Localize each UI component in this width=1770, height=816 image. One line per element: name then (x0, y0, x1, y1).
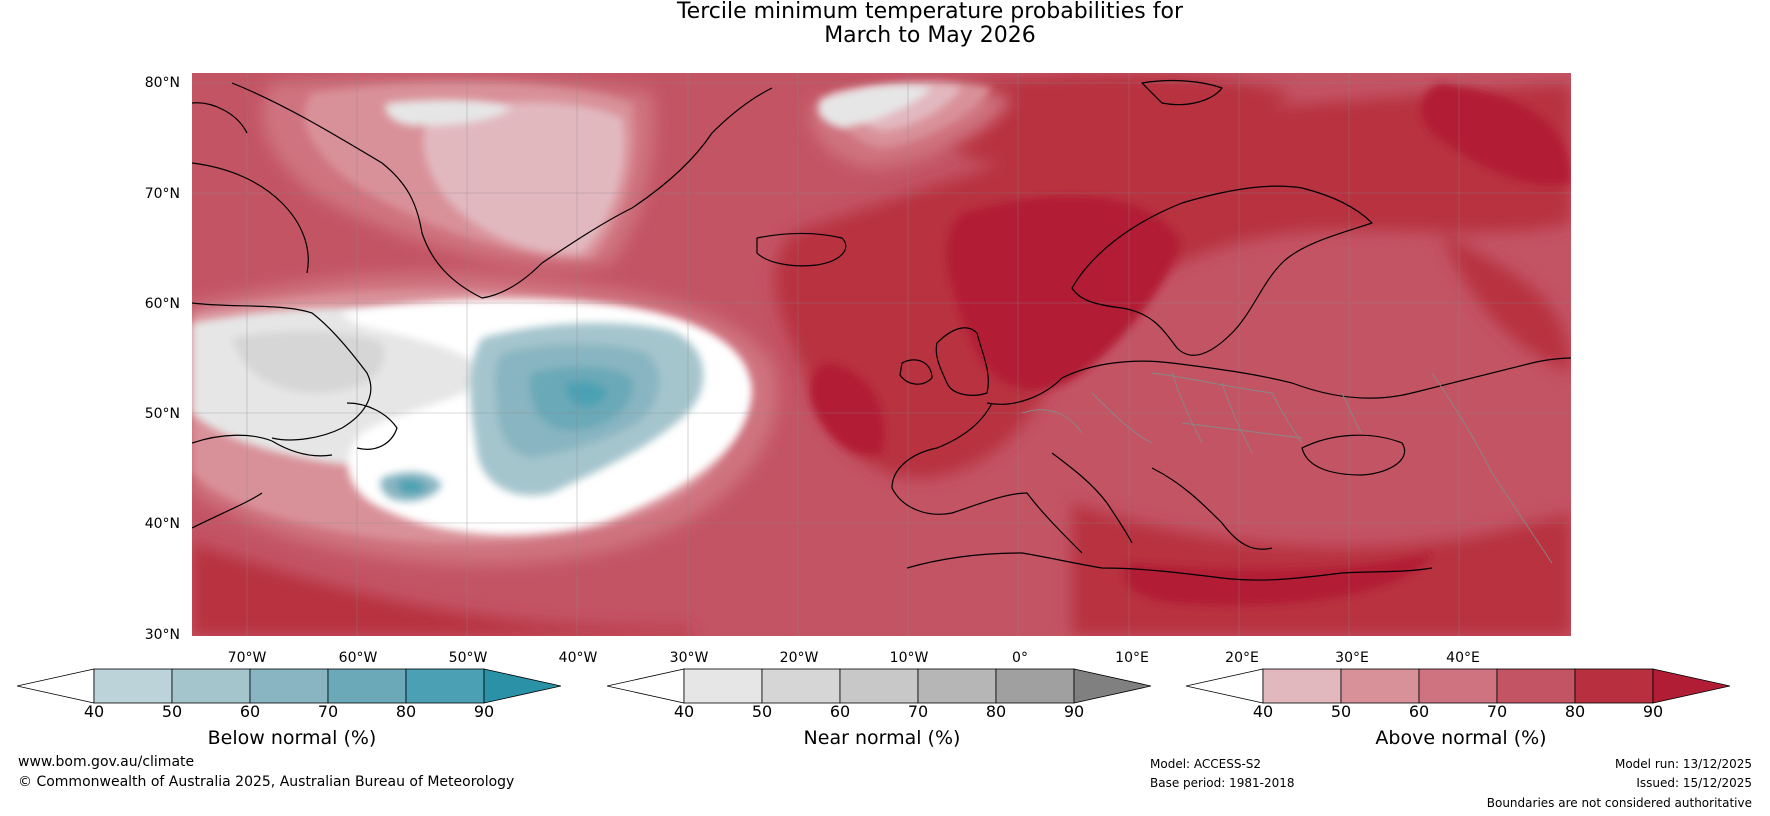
legend-near-normal-tick: 70 (907, 702, 929, 721)
lon-label-60w: 60°W (338, 650, 378, 666)
legend-above-normal-bar (1185, 668, 1731, 704)
legend-below-normal-segment (327, 668, 407, 704)
footer-model-run: Model run: 13/12/2025 (1614, 757, 1752, 771)
lon-label-30w: 30°W (669, 650, 709, 666)
lat-label-80n: 80°N (144, 75, 180, 91)
legend-above-normal (1185, 668, 1731, 708)
footer-model: Model: ACCESS-S2 (1150, 757, 1262, 771)
legend-below-normal-tick: 90 (473, 702, 495, 721)
footer-copyright: © Commonwealth of Australia 2025, Austra… (18, 774, 515, 790)
lon-label-20w: 20°W (779, 650, 819, 666)
legend-near-normal-bar (606, 668, 1152, 704)
legend-above-normal-low-extension (1185, 668, 1264, 704)
lon-label-50w: 50°W (448, 650, 488, 666)
legend-below-normal-segment (171, 668, 251, 704)
lon-label-20e: 20°E (1225, 650, 1259, 666)
legend-above-normal-tick: 90 (1642, 702, 1664, 721)
lon-label-70w: 70°W (227, 650, 267, 666)
coastlines (192, 79, 1571, 581)
map-canvas (192, 73, 1571, 636)
legend-near-normal-segment (917, 668, 997, 704)
field-below-normal (380, 322, 704, 502)
lon-label-10w: 10°W (889, 650, 929, 666)
legend-above-normal-tick: 80 (1564, 702, 1586, 721)
legend-above-normal-tick: 70 (1486, 702, 1508, 721)
legend-below-normal-high-extension (483, 668, 562, 704)
legend-below-normal-segment (93, 668, 173, 704)
lat-label-60n: 60°N (144, 296, 180, 312)
legend-below-normal-tick: 70 (317, 702, 339, 721)
legend-near-normal-tick: 50 (751, 702, 773, 721)
legend-above-normal-tick: 50 (1330, 702, 1352, 721)
legend-above-normal-high-extension (1652, 668, 1731, 704)
lon-label-0: 0° (1012, 650, 1028, 666)
legend-near-normal-tick: 80 (985, 702, 1007, 721)
legend-below-normal-bar (16, 668, 562, 704)
legend-below-normal-tick: 40 (83, 702, 105, 721)
legend-above-normal-tick: 40 (1252, 702, 1274, 721)
lon-label-30e: 30°E (1335, 650, 1369, 666)
lat-label-50n: 50°N (144, 406, 180, 422)
legend-below-normal-tick: 50 (161, 702, 183, 721)
chart-title: Tercile minimum temperature probabilitie… (0, 0, 1770, 48)
legend-near-normal-segment (839, 668, 919, 704)
legend-near-normal-segment (761, 668, 841, 704)
legend-above-normal-segment (1340, 668, 1420, 704)
footer-disclaimer: Boundaries are not considered authoritat… (1486, 796, 1752, 810)
lat-label-70n: 70°N (144, 186, 180, 202)
probability-map (192, 73, 1571, 636)
legend-above-normal-segment (1262, 668, 1342, 704)
legend-below-normal-segment (405, 668, 485, 704)
legend-near-normal-tick: 40 (673, 702, 695, 721)
legend-near-normal (606, 668, 1152, 708)
country-borders (1021, 372, 1553, 564)
legend-above-normal-segment (1574, 668, 1654, 704)
lon-label-40w: 40°W (558, 650, 598, 666)
legend-above-normal-title: Above normal (%) (1375, 727, 1547, 749)
lat-label-40n: 40°N (144, 516, 180, 532)
legend-above-normal-segment (1418, 668, 1498, 704)
lon-label-10e: 10°E (1115, 650, 1149, 666)
lat-label-30n: 30°N (144, 627, 180, 643)
title-line-2: March to May 2026 (824, 23, 1036, 48)
legend-near-normal-high-extension (1073, 668, 1152, 704)
field-above-90 (810, 83, 1571, 606)
graticule (192, 73, 1571, 636)
footer-website[interactable]: www.bom.gov.au/climate (18, 754, 195, 770)
footer-base-period: Base period: 1981-2018 (1150, 776, 1295, 790)
legend-near-normal-low-extension (606, 668, 685, 704)
legend-below-normal-tick: 80 (395, 702, 417, 721)
footer-issued: Issued: 15/12/2025 (1636, 776, 1752, 790)
legend-below-normal-title: Below normal (%) (207, 727, 377, 749)
legend-near-normal-title: Near normal (%) (803, 727, 961, 749)
legend-near-normal-segment (995, 668, 1075, 704)
legend-below-normal-low-extension (16, 668, 95, 704)
legend-near-normal-tick: 60 (829, 702, 851, 721)
legend-near-normal-tick: 90 (1063, 702, 1085, 721)
legend-below-normal (16, 668, 562, 708)
legend-above-normal-tick: 60 (1408, 702, 1430, 721)
title-line-1: Tercile minimum temperature probabilitie… (676, 0, 1184, 24)
legend-near-normal-segment (683, 668, 763, 704)
legend-below-normal-tick: 60 (239, 702, 261, 721)
lon-label-40e: 40°E (1446, 650, 1480, 666)
legend-above-normal-segment (1496, 668, 1576, 704)
legend-below-normal-segment (249, 668, 329, 704)
